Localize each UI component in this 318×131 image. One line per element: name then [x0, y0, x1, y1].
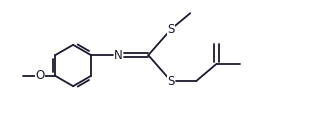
Text: O: O	[35, 69, 45, 82]
Text: S: S	[168, 23, 175, 36]
Text: S: S	[168, 75, 175, 88]
Text: N: N	[114, 49, 122, 62]
